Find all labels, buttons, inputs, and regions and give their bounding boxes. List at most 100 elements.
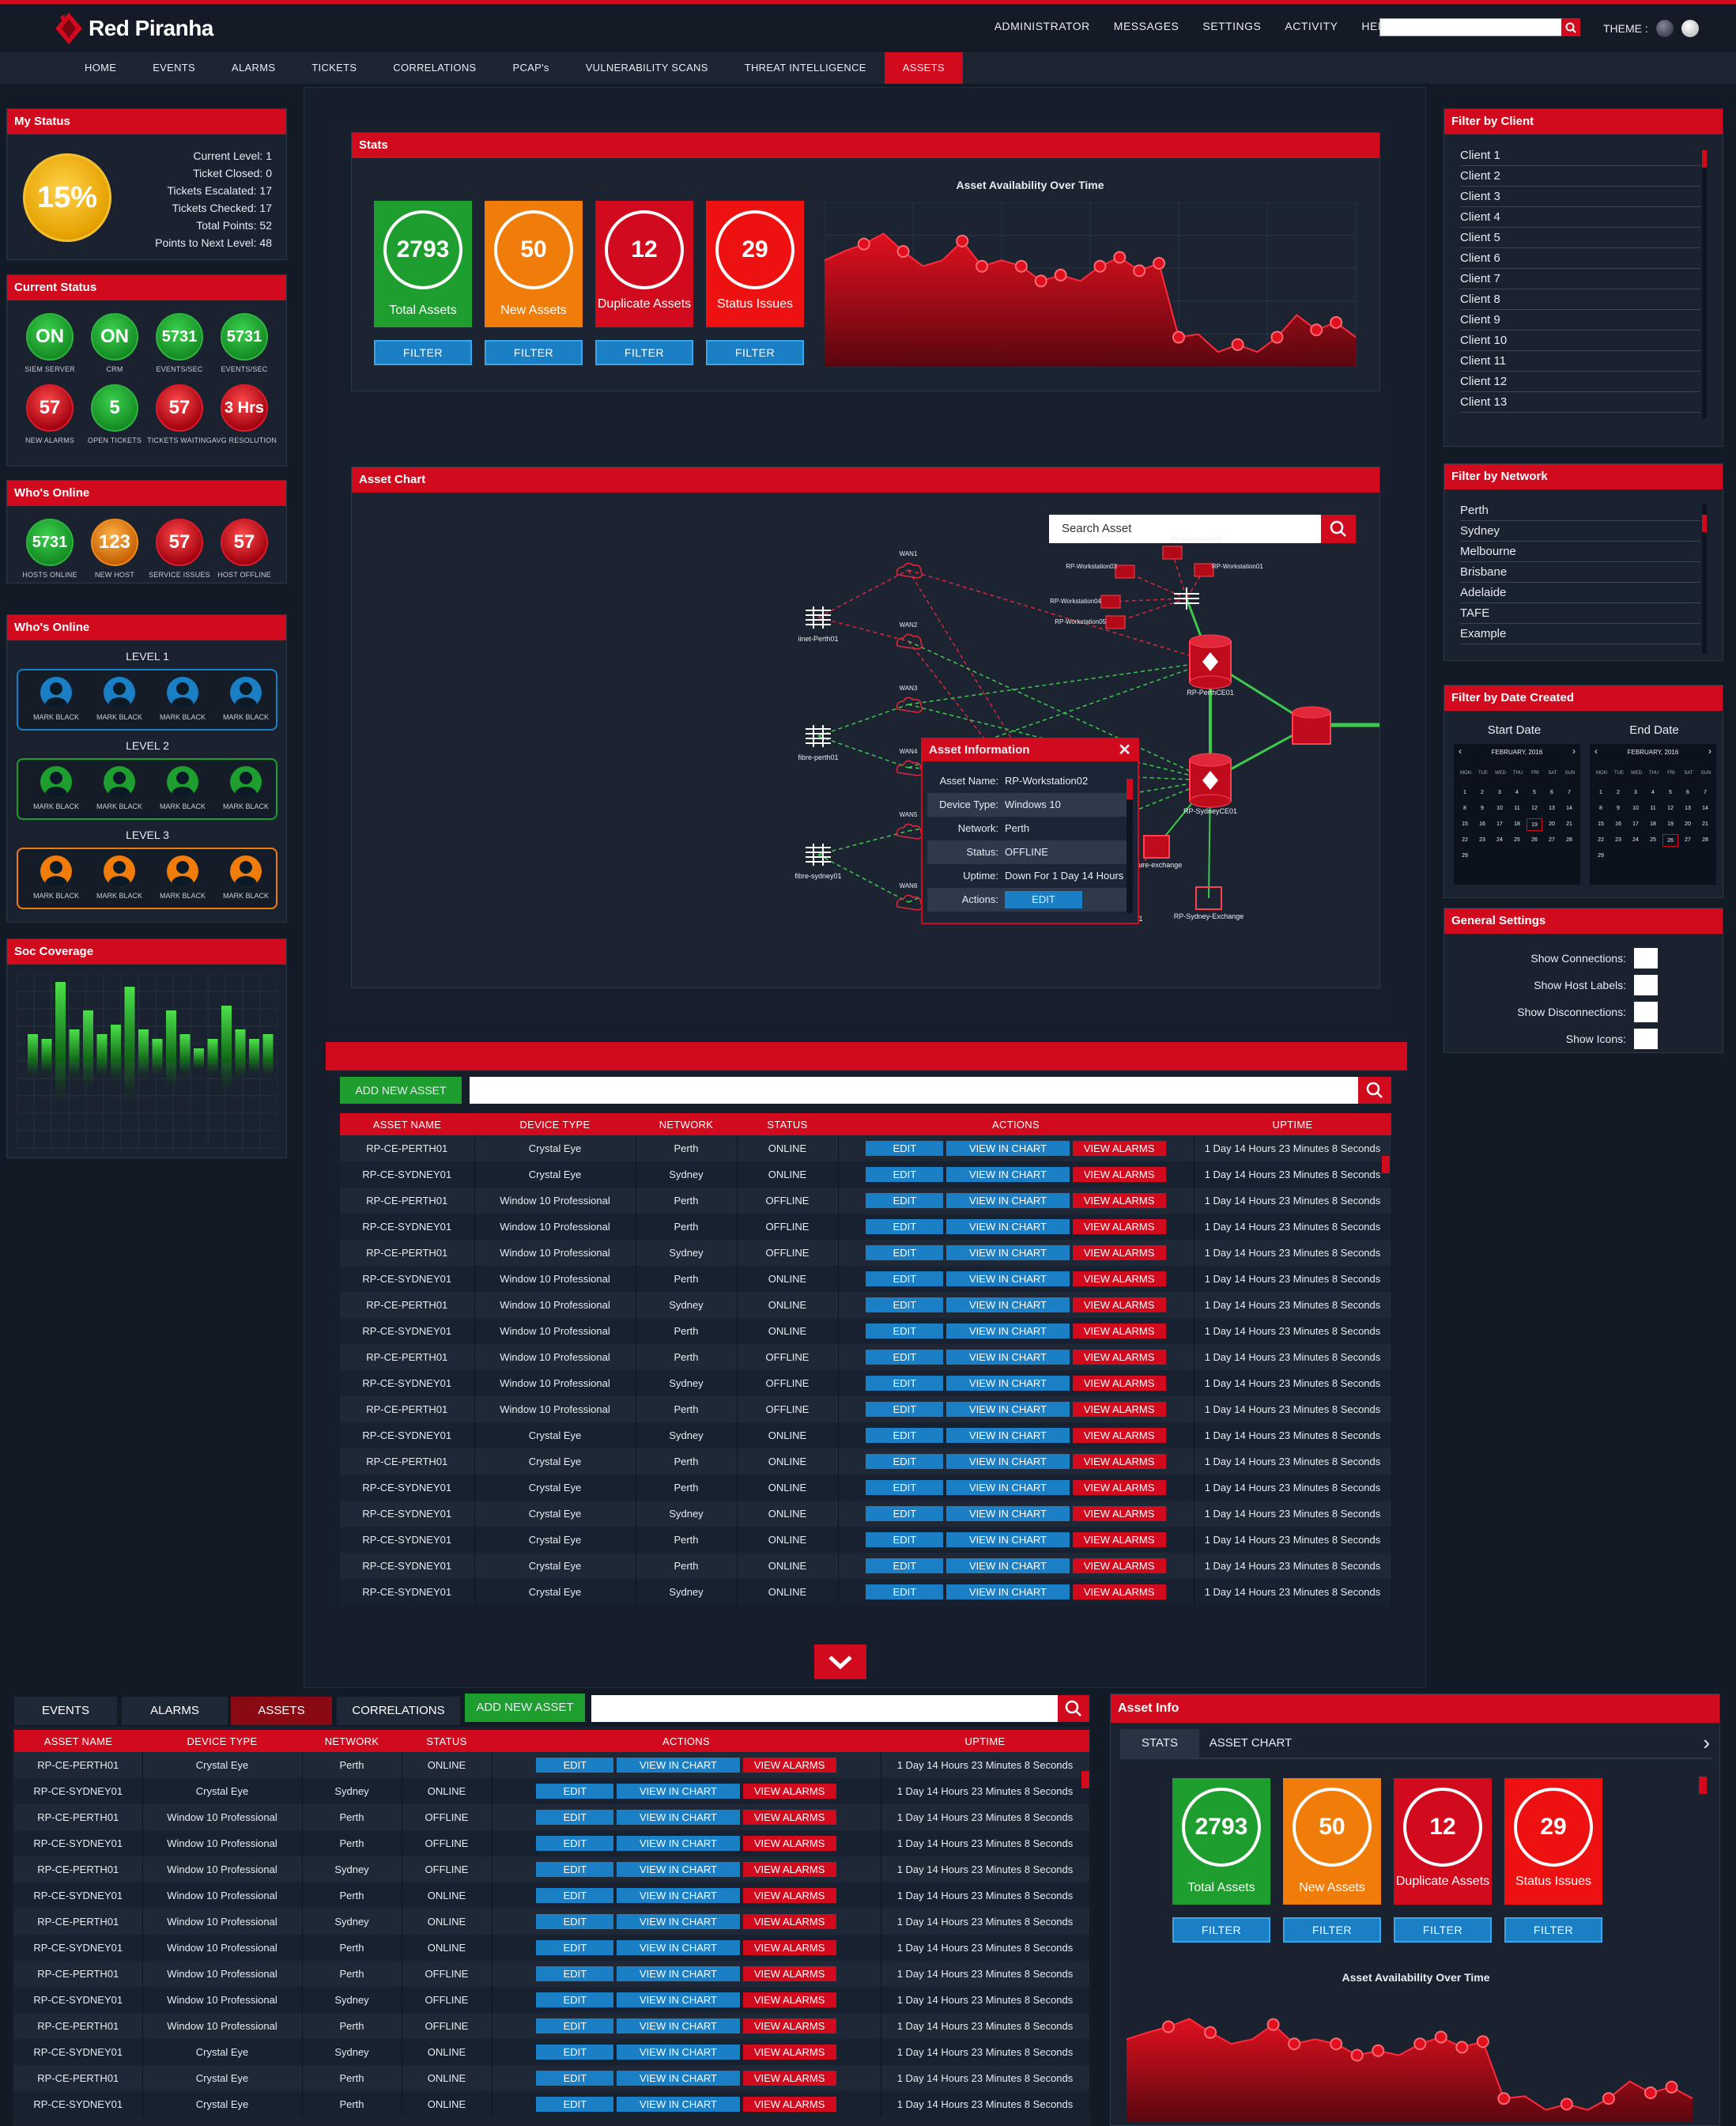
network-scrollbar-thumb[interactable]: [1702, 515, 1707, 532]
start-date-calendar[interactable]: FEBRUARY, 2016 ‹ › MON TUE WED THU FRI SAT SUN 1 2 3…: [1454, 744, 1580, 885]
calendar-day[interactable]: 7: [1704, 790, 1707, 795]
view-alarms-button[interactable]: VIEW ALARMS: [1072, 1324, 1166, 1339]
view-alarms-button[interactable]: VIEW ALARMS: [742, 2045, 836, 2060]
calendar-day[interactable]: 22: [1462, 837, 1468, 843]
network-item[interactable]: Sydney: [1460, 521, 1700, 542]
calendar-day[interactable]: 15: [1462, 821, 1468, 827]
view-alarms-button[interactable]: VIEW ALARMS: [1072, 1297, 1166, 1312]
view-in-chart-button[interactable]: VIEW IN CHART: [946, 1245, 1070, 1260]
asset-search-input[interactable]: Search Asset: [1049, 515, 1321, 543]
view-alarms-button[interactable]: VIEW ALARMS: [1072, 1558, 1166, 1573]
client-item[interactable]: Client 9: [1460, 310, 1700, 330]
asset-info-scrollbar[interactable]: [1699, 1777, 1707, 1794]
calendar-day[interactable]: 1: [1599, 790, 1602, 795]
view-in-chart-button[interactable]: VIEW IN CHART: [946, 1141, 1070, 1156]
exchange-node[interactable]: [1195, 886, 1222, 910]
availability-point[interactable]: [857, 237, 870, 251]
view-alarms-button[interactable]: VIEW ALARMS: [742, 1784, 836, 1799]
view-alarms-button[interactable]: VIEW ALARMS: [1072, 1480, 1166, 1495]
workstation-node[interactable]: [1162, 546, 1183, 560]
calendar-day[interactable]: 2: [1617, 790, 1620, 795]
bottom-search-button[interactable]: [1058, 1695, 1089, 1722]
view-in-chart-button[interactable]: VIEW IN CHART: [617, 1914, 740, 1929]
view-alarms-button[interactable]: VIEW ALARMS: [742, 2018, 836, 2033]
edit-button[interactable]: EDIT: [866, 1506, 944, 1521]
table-row[interactable]: RP-CE-SYDNEY01 Window 10 Professional Pert…: [340, 1318, 1392, 1344]
table-row[interactable]: RP-CE-SYDNEY01 Window 10 Professional Pert…: [14, 1935, 1090, 1961]
calendar-day[interactable]: 22: [1598, 837, 1604, 843]
network-item[interactable]: Example: [1460, 624, 1700, 644]
edit-button[interactable]: EDIT: [866, 1376, 944, 1391]
availability-point[interactable]: [1172, 330, 1185, 344]
availability-point[interactable]: [1413, 2037, 1427, 2051]
calendar-day[interactable]: 20: [1549, 821, 1555, 827]
calendar-day[interactable]: 14: [1702, 806, 1708, 811]
availability-point[interactable]: [1330, 2037, 1343, 2051]
avatar[interactable]: [104, 855, 135, 887]
router-node[interactable]: [804, 844, 832, 866]
calendar-day[interactable]: 18: [1650, 821, 1656, 827]
client-item[interactable]: Client 12: [1460, 372, 1700, 392]
bottom-add-new-asset-button[interactable]: ADD NEW ASSET: [465, 1694, 585, 1722]
calendar-day[interactable]: 19: [1527, 818, 1542, 831]
table-row[interactable]: RP-CE-PERTH01 Crystal Eye Perth ONLINE EDIT …: [340, 1135, 1392, 1161]
stat-filter-button[interactable]: FILTER: [1283, 1917, 1381, 1943]
table-row[interactable]: RP-CE-SYDNEY01 Crystal Eye Sydney ONLINE EDI…: [14, 2039, 1090, 2065]
edit-button[interactable]: EDIT: [866, 1167, 944, 1182]
table-row[interactable]: RP-CE-SYDNEY01 Crystal Eye Perth ONLINE EDIT…: [340, 1553, 1392, 1579]
view-alarms-button[interactable]: VIEW ALARMS: [742, 1758, 836, 1773]
column-header[interactable]: ASSET NAME: [14, 1730, 142, 1752]
topmenu-settings[interactable]: SETTINGS: [1202, 20, 1262, 32]
availability-point[interactable]: [1434, 2030, 1447, 2044]
table-row[interactable]: RP-CE-SYDNEY01 Crystal Eye Perth ONLINE EDIT…: [340, 1527, 1392, 1553]
view-in-chart-button[interactable]: VIEW IN CHART: [617, 1836, 740, 1851]
end-date-calendar[interactable]: FEBRUARY, 2016 ‹ › MON TUE WED THU FRI SAT SUN 1 2 3…: [1590, 744, 1716, 885]
view-in-chart-button[interactable]: VIEW IN CHART: [946, 1376, 1070, 1391]
table-row[interactable]: RP-CE-PERTH01 Window 10 Professional Sydne…: [14, 1909, 1090, 1935]
availability-point[interactable]: [1231, 338, 1244, 351]
calendar-day[interactable]: 20: [1685, 821, 1691, 827]
stat-filter-button[interactable]: FILTER: [374, 340, 472, 365]
table-row[interactable]: RP-CE-PERTH01 Window 10 Professional Perth…: [340, 1396, 1392, 1422]
prev-month-icon[interactable]: ‹: [1459, 746, 1462, 757]
availability-point[interactable]: [1350, 2049, 1364, 2062]
avatar[interactable]: [167, 677, 198, 708]
cloud-icon[interactable]: [896, 562, 923, 579]
view-in-chart-button[interactable]: VIEW IN CHART: [617, 1992, 740, 2007]
workstation-node[interactable]: [1100, 595, 1121, 609]
edit-button[interactable]: EDIT: [536, 1940, 614, 1955]
availability-point[interactable]: [1133, 264, 1146, 278]
workstation-node[interactable]: [1115, 565, 1135, 579]
column-header[interactable]: ASSET NAME: [340, 1113, 474, 1135]
edit-button[interactable]: EDIT: [536, 2045, 614, 2060]
calendar-day[interactable]: 1: [1463, 790, 1466, 795]
table-row[interactable]: RP-CE-PERTH01 Window 10 Professional Sydne…: [340, 1240, 1392, 1266]
network-graph[interactable]: RP-Workstation02 RP-Workstation03 RP-Works…: [352, 499, 1379, 987]
calendar-day[interactable]: 7: [1568, 790, 1571, 795]
table-row[interactable]: RP-CE-SYDNEY01 Crystal Eye Sydney ONLINE EDI…: [340, 1579, 1392, 1605]
calendar-day[interactable]: 17: [1632, 821, 1639, 827]
calendar-day[interactable]: 29: [1462, 853, 1468, 859]
calendar-day[interactable]: 28: [1702, 837, 1708, 843]
view-in-chart-button[interactable]: VIEW IN CHART: [946, 1297, 1070, 1312]
theme-dark-option[interactable]: [1655, 20, 1674, 37]
calendar-day[interactable]: 24: [1632, 837, 1639, 843]
calendar-day[interactable]: 3: [1498, 790, 1501, 795]
prev-month-icon[interactable]: ‹: [1594, 746, 1598, 757]
chevron-right-icon[interactable]: ›: [1703, 1731, 1710, 1754]
client-item[interactable]: Client 11: [1460, 351, 1700, 372]
edit-button[interactable]: EDIT: [536, 2018, 614, 2033]
view-in-chart-button[interactable]: VIEW IN CHART: [946, 1480, 1070, 1495]
table-row[interactable]: RP-CE-SYDNEY01 Crystal Eye Perth ONLINE EDIT…: [340, 1475, 1392, 1501]
table-row[interactable]: RP-CE-SYDNEY01 Window 10 Professional Pert…: [340, 1214, 1392, 1240]
availability-point[interactable]: [1455, 2041, 1469, 2054]
calendar-day[interactable]: 13: [1685, 806, 1691, 811]
calendar-day[interactable]: 27: [1549, 837, 1555, 843]
table-row[interactable]: RP-CE-PERTH01 Crystal Eye Perth ONLINE EDIT …: [340, 1448, 1392, 1475]
view-in-chart-button[interactable]: VIEW IN CHART: [946, 1219, 1070, 1234]
edit-button[interactable]: EDIT: [536, 2071, 614, 2086]
table-row[interactable]: RP-CE-PERTH01 Window 10 Professional Perth…: [14, 1961, 1090, 1987]
tab-asset-chart[interactable]: ASSET CHART: [1199, 1729, 1302, 1758]
edit-button[interactable]: EDIT: [866, 1532, 944, 1547]
table-row[interactable]: RP-CE-PERTH01 Window 10 Professional Perth…: [14, 2013, 1090, 2039]
